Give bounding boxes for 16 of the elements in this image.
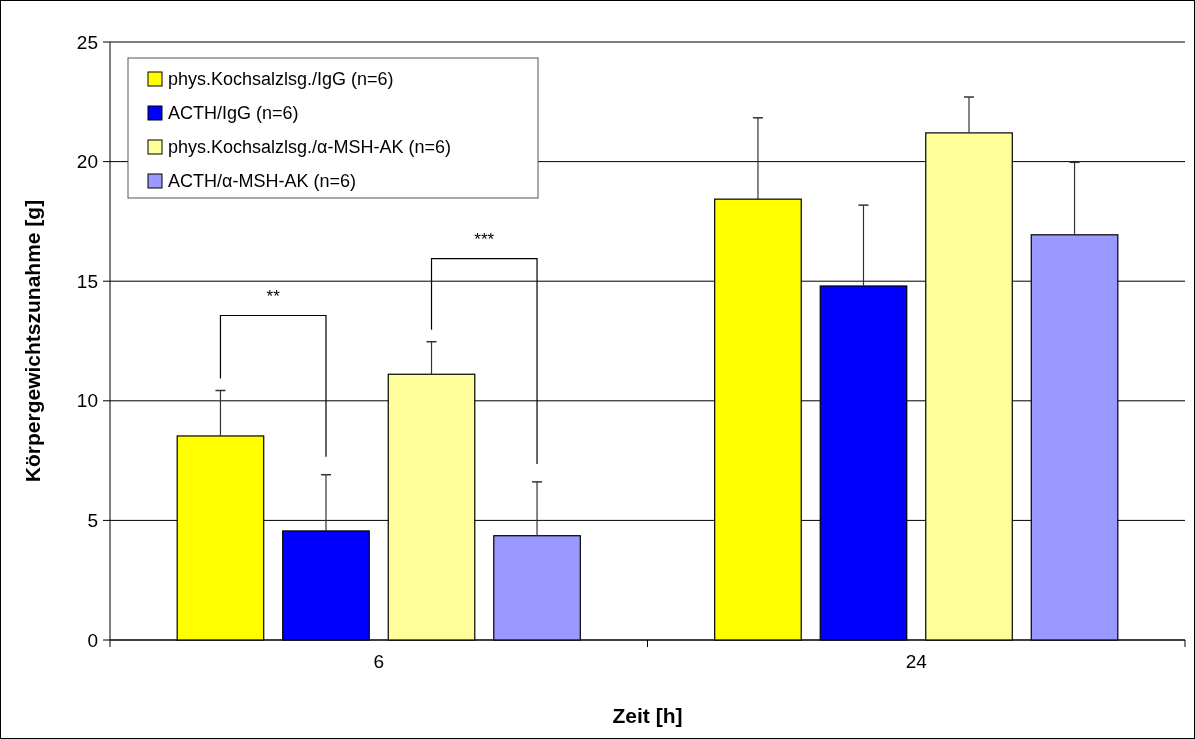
y-tick-label: 5	[87, 510, 98, 532]
x-tick-label: 6	[373, 651, 385, 672]
y-tick-label: 20	[76, 151, 98, 173]
y-tick-label: 25	[76, 31, 98, 53]
legend-label: ACTH/α-MSH-AK (n=6)	[168, 171, 356, 192]
annotation: **	[266, 286, 281, 306]
x-tick-label: 24	[905, 651, 928, 672]
x-axis-title: Zeit [h]	[612, 704, 683, 727]
legend-label: phys.Kochsalzlsg./α-MSH-AK (n=6)	[168, 137, 451, 158]
annotation: ***	[474, 229, 495, 249]
y-tick-label: 10	[76, 390, 98, 412]
legend-label: ACTH/IgG (n=6)	[168, 103, 299, 124]
legend-label: phys.Kochsalzlsg./IgG (n=6)	[168, 69, 394, 90]
y-tick-label: 0	[87, 629, 98, 651]
y-tick-label: 15	[76, 270, 98, 292]
y-axis-title: Körpergewichtszunahme [g]	[21, 199, 44, 483]
